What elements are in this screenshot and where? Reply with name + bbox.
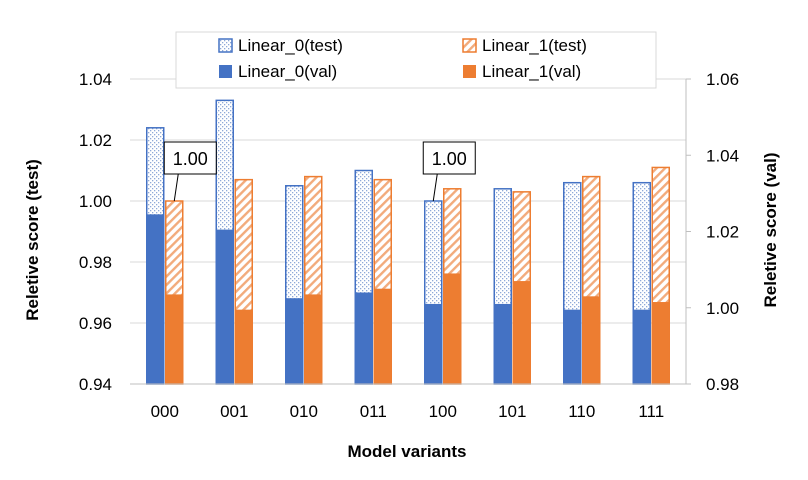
bar-linear-1-val-110 bbox=[582, 296, 600, 384]
legend-box bbox=[175, 31, 657, 89]
right-tick-label: 0.98 bbox=[706, 375, 739, 394]
right-axis-title: Reletive score (val) bbox=[761, 153, 780, 308]
callout-box bbox=[163, 141, 217, 175]
right-tick-label: 1.04 bbox=[706, 146, 739, 165]
bar-linear-0-val-100 bbox=[424, 303, 442, 384]
left-tick-label: 1.04 bbox=[79, 70, 112, 89]
callout-label: 1.00 bbox=[432, 149, 467, 169]
data-callout-000: 1.00 bbox=[163, 141, 217, 202]
bar-linear-1-val-010 bbox=[304, 294, 322, 384]
callout-box bbox=[422, 141, 476, 175]
legend-label-linear-0-test: Linear_0(test) bbox=[238, 36, 343, 55]
bar-linear-1-val-000 bbox=[165, 294, 183, 384]
legend-swatch-linear-0-val bbox=[219, 65, 232, 78]
legend-label-linear-1-test: Linear_1(test) bbox=[482, 36, 587, 55]
bar-linear-0-val-101 bbox=[494, 303, 512, 384]
category-tick-label: 101 bbox=[498, 402, 526, 421]
bar-linear-0-val-011 bbox=[355, 292, 373, 384]
callout-leader bbox=[432, 173, 438, 202]
category-tick-label: 001 bbox=[220, 402, 248, 421]
category-tick-label: 011 bbox=[360, 402, 387, 421]
gridlines bbox=[130, 78, 686, 324]
bar-linear-1-val-011 bbox=[374, 288, 392, 384]
left-tick-label: 0.94 bbox=[79, 375, 112, 394]
bar-linear-1-val-101 bbox=[513, 281, 531, 384]
legend-label-linear-1-val: Linear_1(val) bbox=[482, 62, 581, 81]
category-tick-label: 111 bbox=[638, 402, 664, 421]
left-axis-title: Reletive score (test) bbox=[23, 159, 42, 321]
x-axis-title: Model variants bbox=[347, 442, 466, 461]
annotations: 1.00 1.00 bbox=[163, 141, 476, 202]
left-tick-label: 0.98 bbox=[79, 253, 112, 272]
bar-linear-0-val-000 bbox=[146, 214, 164, 384]
legend-swatch-linear-1-val bbox=[463, 65, 476, 78]
category-tick-label: 000 bbox=[151, 402, 179, 421]
bar-linear-1-val-111 bbox=[652, 302, 670, 384]
bar-linear-0-val-001 bbox=[216, 229, 234, 384]
callout-label: 1.00 bbox=[173, 149, 208, 169]
legend-swatch-linear-1-test bbox=[462, 38, 477, 53]
val-bars bbox=[146, 214, 670, 384]
category-tick-label: 110 bbox=[568, 402, 595, 421]
bar-linear-1-val-001 bbox=[235, 309, 253, 384]
legend-label-linear-0-val: Linear_0(val) bbox=[238, 62, 337, 81]
callout-leader bbox=[173, 173, 179, 202]
left-tick-label: 1.00 bbox=[79, 192, 112, 211]
bar-linear-0-val-010 bbox=[285, 298, 303, 384]
right-tick-label: 1.00 bbox=[706, 299, 739, 318]
bar-linear-0-val-110 bbox=[563, 309, 581, 384]
right-tick-label: 1.06 bbox=[706, 70, 739, 89]
legend-swatch-linear-0-test bbox=[218, 38, 233, 53]
axes: 0.94 0.96 0.98 1.00 1.02 1.04 0.98 1.00 1.02 1.04… bbox=[79, 70, 739, 421]
data-callout-100: 1.00 bbox=[422, 141, 476, 202]
category-tick-label: 010 bbox=[290, 402, 318, 421]
legend: Linear_0(test) Linear_1(test) Linear_0(v… bbox=[175, 31, 657, 89]
left-tick-label: 0.96 bbox=[79, 314, 112, 333]
category-tick-label: 100 bbox=[429, 402, 457, 421]
bar-linear-0-val-111 bbox=[633, 309, 651, 384]
right-tick-label: 1.02 bbox=[706, 223, 739, 242]
left-tick-label: 1.02 bbox=[79, 131, 112, 150]
bar-linear-1-val-100 bbox=[443, 273, 461, 384]
